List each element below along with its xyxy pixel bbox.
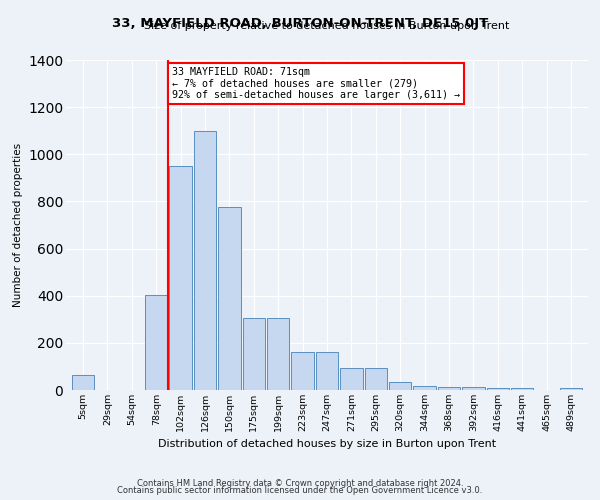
- Bar: [438, 386, 460, 390]
- Bar: [365, 368, 387, 390]
- Text: 33, MAYFIELD ROAD, BURTON-ON-TRENT, DE15 0JT: 33, MAYFIELD ROAD, BURTON-ON-TRENT, DE15…: [112, 18, 488, 30]
- Text: 33 MAYFIELD ROAD: 71sqm
← 7% of detached houses are smaller (279)
92% of semi-de: 33 MAYFIELD ROAD: 71sqm ← 7% of detached…: [172, 67, 460, 100]
- Bar: [487, 388, 509, 390]
- Bar: [462, 386, 485, 390]
- Bar: [145, 294, 167, 390]
- Text: Contains public sector information licensed under the Open Government Licence v3: Contains public sector information licen…: [118, 486, 482, 495]
- Bar: [413, 386, 436, 390]
- Title: Size of property relative to detached houses in Burton upon Trent: Size of property relative to detached ho…: [145, 22, 509, 32]
- Bar: [316, 352, 338, 390]
- Bar: [267, 318, 289, 390]
- Bar: [292, 352, 314, 390]
- Bar: [218, 208, 241, 390]
- Bar: [242, 318, 265, 390]
- Y-axis label: Number of detached properties: Number of detached properties: [13, 143, 23, 307]
- Bar: [340, 368, 362, 390]
- Bar: [511, 388, 533, 390]
- Bar: [389, 382, 412, 390]
- Bar: [169, 166, 192, 390]
- X-axis label: Distribution of detached houses by size in Burton upon Trent: Distribution of detached houses by size …: [158, 440, 496, 450]
- Bar: [194, 130, 216, 390]
- Text: Contains HM Land Registry data © Crown copyright and database right 2024.: Contains HM Land Registry data © Crown c…: [137, 478, 463, 488]
- Bar: [560, 388, 582, 390]
- Bar: [72, 374, 94, 390]
